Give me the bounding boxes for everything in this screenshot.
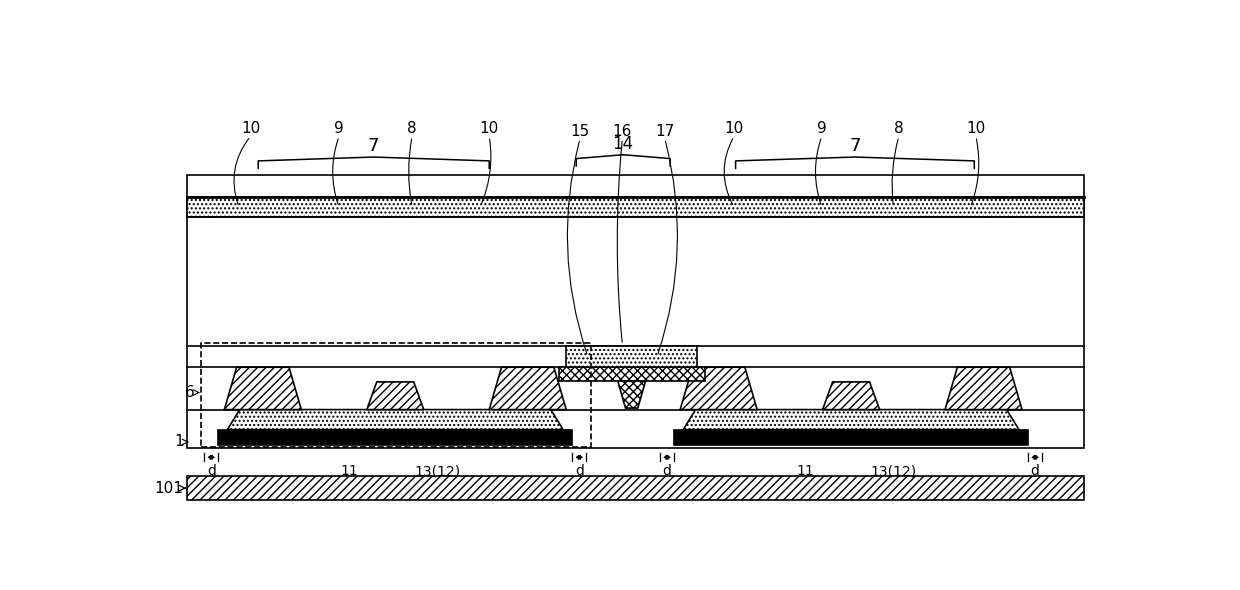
Text: d: d [575, 464, 584, 478]
Bar [218, 430, 573, 445]
Bar [187, 175, 1084, 448]
Polygon shape [822, 382, 879, 409]
Text: 11: 11 [796, 464, 813, 478]
Text: d: d [1030, 464, 1039, 478]
Text: 16: 16 [613, 123, 632, 139]
Bar [187, 197, 1084, 217]
Text: 11: 11 [340, 464, 358, 478]
Text: 6: 6 [185, 385, 195, 400]
Text: 8: 8 [408, 122, 417, 136]
Text: 13(12): 13(12) [414, 464, 461, 478]
Text: 10: 10 [480, 122, 498, 136]
Text: 10: 10 [724, 122, 744, 136]
Bar [675, 430, 1028, 445]
Text: 7: 7 [368, 137, 379, 156]
Text: d: d [662, 464, 672, 478]
Polygon shape [618, 381, 646, 408]
Text: 10: 10 [966, 122, 986, 136]
Polygon shape [490, 367, 567, 409]
Text: 7: 7 [849, 137, 861, 156]
Text: 10: 10 [241, 122, 260, 136]
Bar [187, 476, 1084, 500]
Polygon shape [945, 367, 1022, 409]
Polygon shape [224, 367, 301, 409]
Polygon shape [681, 367, 758, 409]
Polygon shape [683, 409, 1019, 430]
Polygon shape [367, 382, 424, 409]
Bar [558, 367, 704, 381]
Text: 17: 17 [655, 123, 675, 139]
Text: 14: 14 [613, 135, 634, 153]
Polygon shape [227, 409, 563, 430]
Text: 9: 9 [817, 122, 827, 136]
Text: 13(12): 13(12) [870, 464, 916, 478]
Text: 1: 1 [175, 434, 185, 450]
Bar [201, 343, 590, 447]
Text: d: d [207, 464, 216, 478]
Text: 8: 8 [894, 122, 904, 136]
Bar [567, 346, 697, 367]
Text: 15: 15 [570, 123, 590, 139]
Text: 101: 101 [154, 481, 182, 496]
Text: 9: 9 [334, 122, 343, 136]
